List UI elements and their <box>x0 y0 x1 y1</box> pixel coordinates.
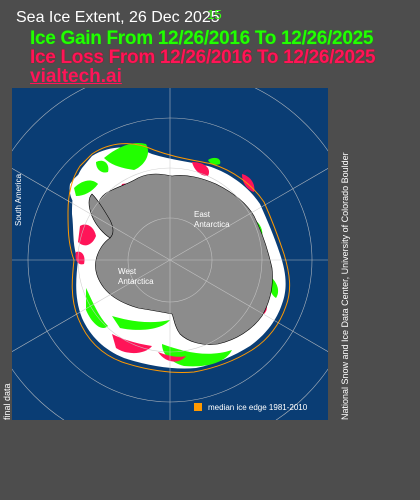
map-legend: median ice edge 1981-2010 <box>194 403 307 412</box>
title-year: 25 <box>201 9 220 26</box>
antarctic-sea-ice-map: East Antarctica West Antarctica South Am… <box>12 88 328 420</box>
label-south-america: South America <box>14 173 23 226</box>
svg-text:West: West <box>118 267 137 276</box>
graticule <box>12 88 328 420</box>
label-west-antarctica: West Antarctica <box>118 267 154 286</box>
ice-loss-caption: Ice Loss From 12/26/2016 To 12/26/2025 <box>30 47 376 68</box>
svg-text:East: East <box>194 210 211 219</box>
data-status: final data <box>2 383 12 420</box>
ice-gain-caption: Ice Gain From 12/26/2016 To 12/26/2025 <box>30 28 374 49</box>
svg-text:Antarctica: Antarctica <box>118 277 154 286</box>
median-edge-swatch <box>194 403 202 411</box>
source-credit: National Snow and Ice Data Center, Unive… <box>340 152 350 420</box>
label-east-antarctica: East Antarctica <box>194 210 230 229</box>
title-text: Sea Ice Extent, 26 Dec 20 <box>16 9 202 26</box>
title-year-overprint: 15 <box>207 7 222 22</box>
legend-label: median ice edge 1981-2010 <box>208 403 308 412</box>
svg-text:Antarctica: Antarctica <box>194 220 230 229</box>
credit-link[interactable]: vialtech.ai <box>30 66 122 87</box>
map-title: Sea Ice Extent, 26 Dec 2025 15 <box>16 7 222 27</box>
